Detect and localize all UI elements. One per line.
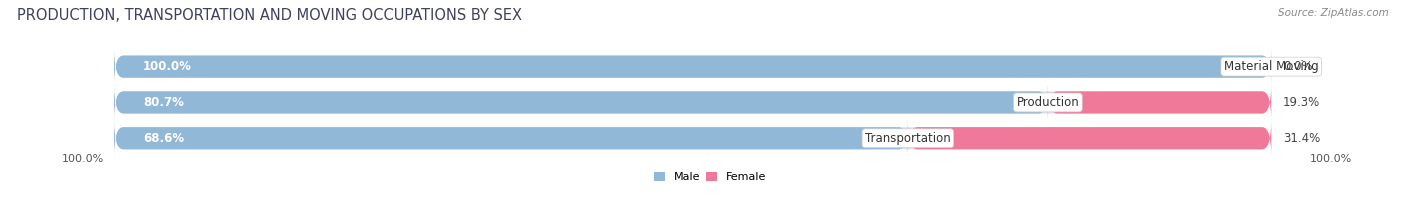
Text: 100.0%: 100.0% (62, 154, 104, 164)
FancyBboxPatch shape (114, 121, 1271, 156)
FancyBboxPatch shape (908, 121, 1271, 156)
FancyBboxPatch shape (114, 85, 1047, 120)
Text: 31.4%: 31.4% (1282, 132, 1320, 145)
Text: Production: Production (1017, 96, 1080, 109)
Text: 100.0%: 100.0% (1310, 154, 1353, 164)
Text: Source: ZipAtlas.com: Source: ZipAtlas.com (1278, 8, 1389, 18)
FancyBboxPatch shape (1047, 85, 1271, 120)
Text: 100.0%: 100.0% (143, 60, 191, 73)
Text: 19.3%: 19.3% (1282, 96, 1320, 109)
Legend: Male, Female: Male, Female (654, 172, 766, 182)
FancyBboxPatch shape (114, 121, 908, 156)
Text: Material Moving: Material Moving (1223, 60, 1319, 73)
Text: 68.6%: 68.6% (143, 132, 184, 145)
FancyBboxPatch shape (114, 85, 1271, 120)
Text: Transportation: Transportation (865, 132, 950, 145)
Text: 0.0%: 0.0% (1282, 60, 1312, 73)
FancyBboxPatch shape (114, 49, 1271, 84)
Text: 80.7%: 80.7% (143, 96, 184, 109)
FancyBboxPatch shape (114, 49, 1271, 84)
Text: PRODUCTION, TRANSPORTATION AND MOVING OCCUPATIONS BY SEX: PRODUCTION, TRANSPORTATION AND MOVING OC… (17, 8, 522, 23)
